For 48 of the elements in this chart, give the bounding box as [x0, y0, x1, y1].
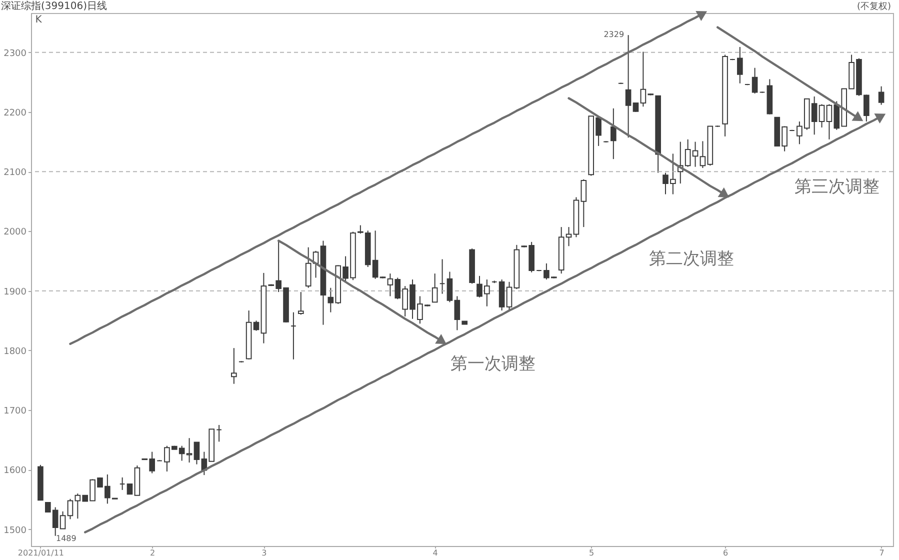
candlestick — [290, 312, 296, 360]
candlestick — [864, 94, 870, 122]
annotation: K — [35, 14, 42, 26]
candlestick — [446, 271, 453, 303]
candlestick — [454, 296, 460, 331]
candlestick — [67, 498, 74, 520]
x-tick-label: 3 — [262, 548, 267, 558]
x-tick-label: 7 — [879, 548, 884, 558]
annotation: 2329 — [604, 30, 624, 39]
candlestick — [298, 292, 304, 316]
y-tick-label: 2300 — [4, 48, 27, 59]
chart-title: 深证综指(399106)日线 — [1, 0, 107, 12]
annotation: 第一次调整 — [450, 354, 536, 374]
candlestick — [580, 178, 587, 228]
candlestick — [126, 483, 133, 495]
candlestick — [878, 86, 884, 106]
y-tick-label: 2100 — [4, 168, 27, 178]
candlestick — [216, 424, 222, 442]
y-tick-label: 1800 — [4, 346, 27, 357]
y-tick-label: 2000 — [4, 228, 27, 238]
x-tick-label: 5 — [589, 548, 594, 558]
y-tick-label: 1500 — [4, 526, 27, 536]
x-tick-label: 2 — [150, 548, 156, 558]
candlestick — [439, 258, 446, 294]
y-tick-label: 1900 — [4, 287, 27, 298]
candlestick — [737, 46, 743, 84]
candlestick — [752, 67, 758, 94]
candlestick — [194, 442, 200, 465]
y-tick-label: 1600 — [4, 466, 27, 476]
annotation: 1489 — [56, 534, 76, 544]
candlestick — [506, 281, 512, 311]
chart-subtitle: (不复权) — [856, 1, 891, 12]
candlestick — [625, 34, 632, 138]
y-tick-label: 2200 — [4, 108, 27, 118]
x-tick-label: 4 — [432, 548, 438, 558]
candlestick — [432, 273, 438, 303]
candlestick — [231, 348, 237, 384]
annotation: 第三次调整 — [794, 176, 880, 197]
x-tick-label: 2021/01/11 — [18, 548, 64, 558]
candlestick — [566, 226, 572, 247]
candlestick — [610, 108, 616, 160]
candlestick — [253, 320, 260, 332]
annotation: 第二次调整 — [648, 249, 734, 270]
candlestick — [818, 104, 825, 128]
candlestick — [119, 476, 126, 490]
y-tick-label: 1700 — [4, 406, 27, 417]
candlestick — [692, 141, 698, 168]
x-tick-label: 6 — [722, 548, 728, 558]
